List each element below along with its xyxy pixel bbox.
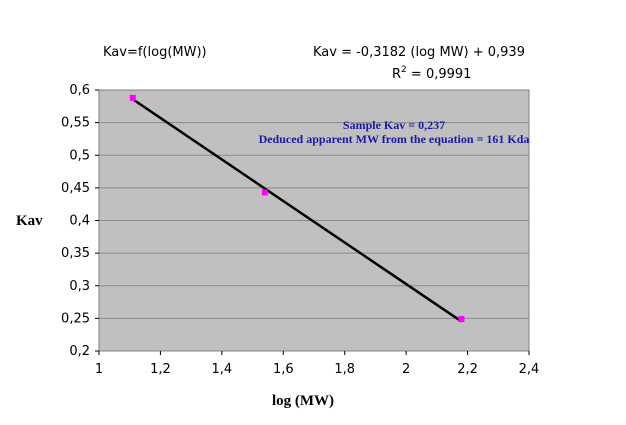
y-tick-label: 0,4 (69, 214, 90, 229)
x-tick-label: 1,4 (212, 362, 233, 377)
x-axis-title: log (MW) (272, 393, 334, 409)
y-tick-label: 0,5 (69, 148, 90, 163)
y-axis-ticks: 0,2 0,25 0,3 0,35 0,4 0,45 0,5 0,55 0,6 (61, 83, 99, 359)
x-tick-label: 1 (95, 362, 103, 377)
data-point (458, 316, 465, 323)
y-tick-label: 0,6 (69, 83, 90, 98)
x-tick-label: 1,8 (334, 362, 355, 377)
data-points (129, 94, 465, 323)
x-tick-label: 1,6 (273, 362, 294, 377)
y-tick-label: 0,35 (61, 246, 90, 261)
r-squared-exponent: 2 (401, 65, 407, 75)
y-axis-title: Kav (16, 213, 43, 229)
trendline (132, 98, 463, 323)
y-tick-label: 0,3 (69, 279, 90, 294)
data-point (261, 189, 268, 196)
trendline-group (132, 98, 463, 323)
y-tick-label: 0,2 (69, 344, 90, 359)
trendline-equation: Kav = -0,3182 (log MW) + 0,939 (313, 45, 525, 60)
x-tick-label: 2,2 (457, 362, 478, 377)
x-tick-label: 2 (402, 362, 410, 377)
annotation-deduced-mw: Deduced apparent MW from the equation = … (259, 132, 530, 146)
y-tick-label: 0,55 (61, 116, 90, 131)
x-tick-label: 2,4 (519, 362, 540, 377)
x-axis-ticks: 1 1,2 1,4 1,6 1,8 2 2,2 2,4 (95, 351, 539, 377)
data-point (129, 94, 136, 101)
y-tick-label: 0,45 (61, 181, 90, 196)
x-tick-label: 1,2 (150, 362, 171, 377)
r-squared: R2 = 0,9991 (392, 65, 471, 82)
y-tick-label: 0,25 (61, 311, 90, 326)
r-squared-label: R (392, 67, 401, 82)
r-squared-value: = 0,9991 (407, 67, 472, 82)
chart-title: Kav=f(log(MW)) (103, 45, 207, 60)
annotation-sample-kav: Sample Kav = 0,237 (343, 118, 445, 132)
